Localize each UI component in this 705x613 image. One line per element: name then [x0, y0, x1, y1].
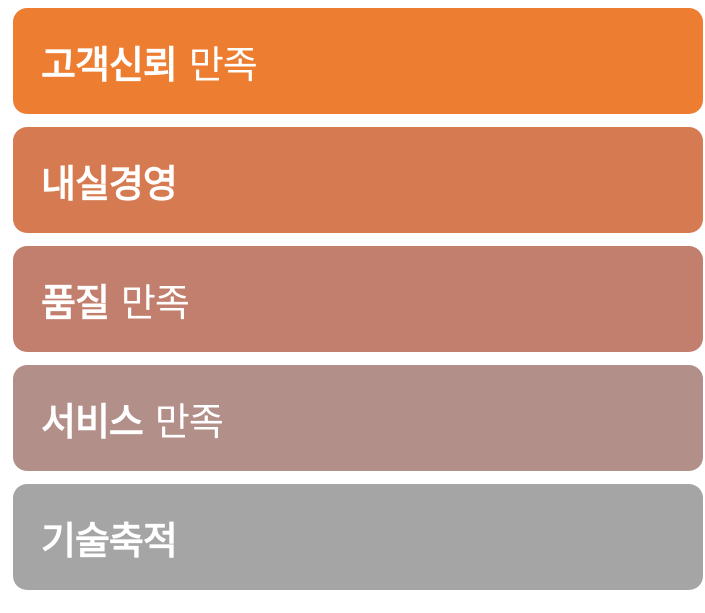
bar-technology-accumulation: 기술축적	[13, 484, 703, 590]
bar-label-bold: 내실경영	[41, 161, 178, 206]
bar-label-bold: 서비스	[41, 399, 144, 444]
bar-customer-trust: 고객신뢰 만족	[13, 8, 703, 114]
value-stack: 고객신뢰 만족 내실경영 품질 만족 서비스 만족 기술축적	[13, 8, 703, 590]
bar-label-suffix: 만족	[154, 399, 224, 444]
bar-label-bold: 고객신뢰	[41, 42, 178, 87]
bar-label-suffix: 만족	[188, 42, 258, 87]
bar-service-satisfaction: 서비스 만족	[13, 365, 703, 471]
bar-label-bold: 기술축적	[41, 518, 178, 563]
bar-label-suffix: 만족	[120, 280, 190, 325]
bar-quality-satisfaction: 품질 만족	[13, 246, 703, 352]
bar-label-bold: 품질	[41, 280, 110, 325]
bar-sound-management: 내실경영	[13, 127, 703, 233]
